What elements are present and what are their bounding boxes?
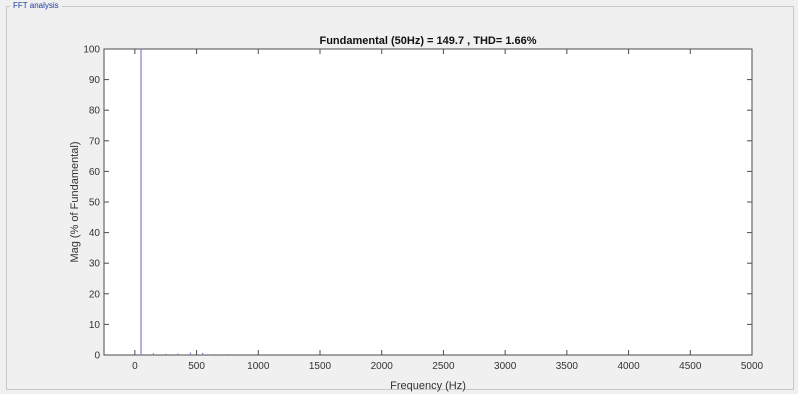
y-tick-label: 30 [89, 259, 101, 270]
y-tick-label: 90 [89, 75, 101, 86]
y-axis-label: Mag (% of Fundamental) [69, 141, 81, 262]
x-tick-label: 4500 [679, 361, 702, 372]
chart-title: Fundamental (50Hz) = 149.7 , THD= 1.66% [319, 35, 536, 47]
x-tick-label: 3500 [556, 361, 579, 372]
x-tick-label: 0 [132, 361, 138, 372]
y-tick-label: 70 [89, 136, 101, 147]
y-tick-label: 80 [89, 106, 101, 117]
x-tick-label: 3000 [494, 361, 517, 372]
y-tick-label: 10 [89, 320, 101, 331]
panel-title: FFT analysis [10, 0, 62, 12]
spectrum-bars [140, 49, 229, 355]
x-tick-label: 1000 [247, 361, 270, 372]
y-tick-label: 50 [89, 198, 101, 209]
y-tick-label: 20 [89, 289, 101, 300]
plot-area [103, 48, 753, 356]
x-tick-label: 1500 [309, 361, 332, 372]
y-tick-label: 40 [89, 228, 101, 239]
y-tick-label: 100 [83, 45, 100, 56]
x-tick-label: 2000 [371, 361, 394, 372]
x-tick-label: 4000 [617, 361, 640, 372]
y-tick-label: 0 [94, 351, 100, 362]
x-tick-label: 500 [188, 361, 205, 372]
x-tick-label: 2500 [432, 361, 455, 372]
x-axis-ticks: 0 500 1000 1500 2000 2500 3000 3500 4000 4500 5000 [132, 49, 764, 372]
y-axis-ticks: 0 10 20 30 40 50 60 70 80 90 100 [83, 45, 752, 362]
y-tick-label: 60 [89, 167, 101, 178]
x-tick-label: 5000 [741, 361, 764, 372]
x-axis-label: Frequency (Hz) [390, 380, 466, 392]
